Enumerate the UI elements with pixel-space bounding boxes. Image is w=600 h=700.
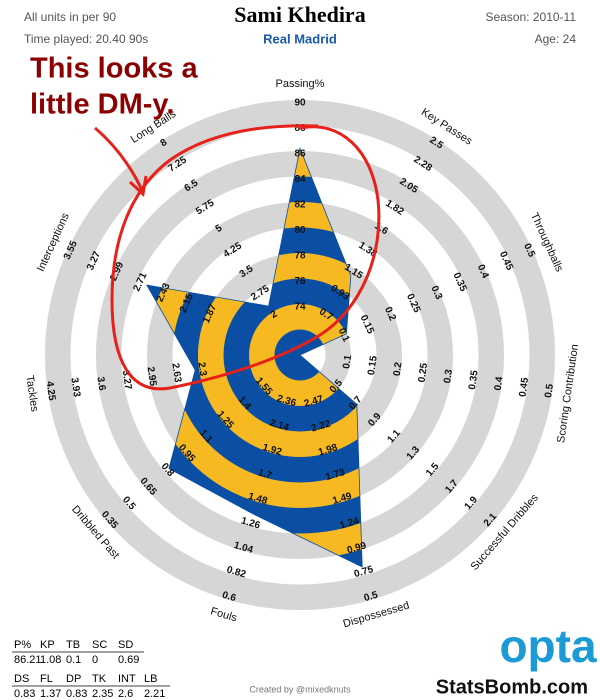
tick-label: 0.2	[392, 361, 405, 377]
tick-label: 76	[294, 276, 306, 287]
table-value: 2.21	[144, 688, 165, 700]
tick-label: 2.22	[310, 418, 332, 434]
annotation-text: This looks a	[30, 53, 198, 85]
tick-label: 2.3	[195, 361, 208, 377]
tick-label: 2.36	[276, 393, 298, 409]
table-header: DS	[14, 673, 29, 685]
tick-label: 0.3	[442, 368, 455, 384]
tick-label: 84	[294, 174, 306, 185]
tick-label: 8	[159, 137, 170, 149]
table-header: TB	[66, 639, 80, 651]
tick-label: 1.49	[331, 491, 353, 507]
table-value: 0.83	[66, 688, 87, 700]
table-header: SD	[118, 639, 133, 651]
tick-label: 90	[294, 98, 306, 109]
tick-label: 0.6	[221, 590, 238, 605]
tick-label: 1.24	[339, 515, 361, 531]
tick-label: 0.5	[543, 383, 556, 399]
table-value: 0	[92, 654, 98, 666]
tick-label: 82	[294, 200, 306, 211]
chart-title: Sami Khedira	[234, 2, 365, 27]
tick-label: 0.3	[428, 284, 444, 302]
tick-label: 1.98	[317, 442, 339, 458]
table-value: 1.08	[40, 654, 61, 666]
time-played: Time played: 20.40 90s	[24, 32, 148, 46]
tick-label: 2	[269, 308, 280, 320]
table-value: 0.69	[118, 654, 139, 666]
annotation-arrow	[94, 126, 144, 191]
tick-label: 0.45	[518, 376, 532, 397]
tick-label: 0.4	[493, 376, 506, 392]
table-value: 1.37	[40, 688, 61, 700]
units-note: All units in per 90	[24, 10, 116, 24]
credit: Created by @mixedknuts	[249, 684, 351, 694]
table-header: KP	[40, 639, 55, 651]
table-value: 86.21	[14, 654, 42, 666]
tick-label: 86	[294, 149, 306, 160]
tick-label: 80	[294, 225, 306, 236]
logo: opta	[499, 620, 597, 672]
tick-label: 5	[214, 223, 225, 235]
table-value: 0.83	[14, 688, 35, 700]
tick-label: 0.5	[363, 590, 380, 605]
table-header: FL	[40, 673, 53, 685]
tick-label: 0.25	[417, 362, 431, 383]
table-header: LB	[144, 673, 157, 685]
tick-label: 3.93	[68, 377, 82, 398]
tick-label: 0.15	[366, 355, 380, 376]
site: StatsBomb.com	[436, 676, 588, 698]
chart-subtitle: Real Madrid	[263, 31, 337, 46]
axis-name: Passing%	[276, 78, 325, 90]
axis-name: Fouls	[209, 605, 239, 624]
table-header: DP	[66, 673, 81, 685]
table-header: TK	[92, 673, 107, 685]
tick-label: 0.75	[353, 564, 375, 580]
tick-label: 2.14	[268, 418, 290, 434]
axis-name: Tackles	[23, 375, 40, 414]
tick-label: 1.7	[257, 467, 274, 482]
ring-band	[45, 100, 555, 610]
tick-label: 1.48	[247, 491, 269, 507]
tick-label: 2.63	[169, 362, 183, 383]
table-header: SC	[92, 639, 107, 651]
tick-label: 0.5	[521, 242, 537, 260]
annotation-loop	[110, 124, 381, 391]
age: Age: 24	[535, 32, 577, 46]
tick-label: 0.4	[475, 263, 491, 281]
tick-label: 2.95	[145, 366, 159, 387]
tick-label: 74	[294, 302, 306, 313]
annotation: This looks a little DM-y.	[30, 53, 381, 391]
radar-polygon	[145, 146, 363, 568]
tick-label: 0.99	[346, 540, 368, 556]
tick-label: 1.73	[324, 467, 346, 483]
table-value: 2.35	[92, 688, 113, 700]
tick-label: 1.04	[232, 540, 254, 556]
table-value: 0.1	[66, 654, 81, 666]
tick-label: 78	[294, 251, 306, 262]
tick-label: 0.35	[467, 369, 481, 390]
tick-label: 0.82	[225, 564, 247, 580]
tick-label: 3.6	[94, 376, 107, 392]
season: Season: 2010-11	[485, 10, 576, 24]
tick-label: 0.1	[341, 354, 354, 370]
tick-label: 2.47	[303, 394, 325, 410]
table-header: INT	[118, 673, 136, 685]
stats-table: P% 86.21 KP 1.08 TB 0.1 SC 0 SD 0.69 DS 0.83 FL 1.37 D…	[12, 639, 170, 700]
table-value: 2.6	[118, 688, 133, 700]
annotation-text: little DM-y.	[30, 89, 174, 121]
axis-name: Scoring Contribution	[555, 343, 581, 443]
tick-label: 0.1	[336, 327, 352, 345]
tick-label: 1.26	[240, 516, 262, 532]
table-header: P%	[14, 639, 31, 651]
tick-label: 4.25	[44, 380, 58, 401]
tick-label: 0.2	[382, 305, 398, 323]
tick-label: 1.92	[261, 442, 283, 458]
annotation-arrowhead	[128, 175, 148, 197]
